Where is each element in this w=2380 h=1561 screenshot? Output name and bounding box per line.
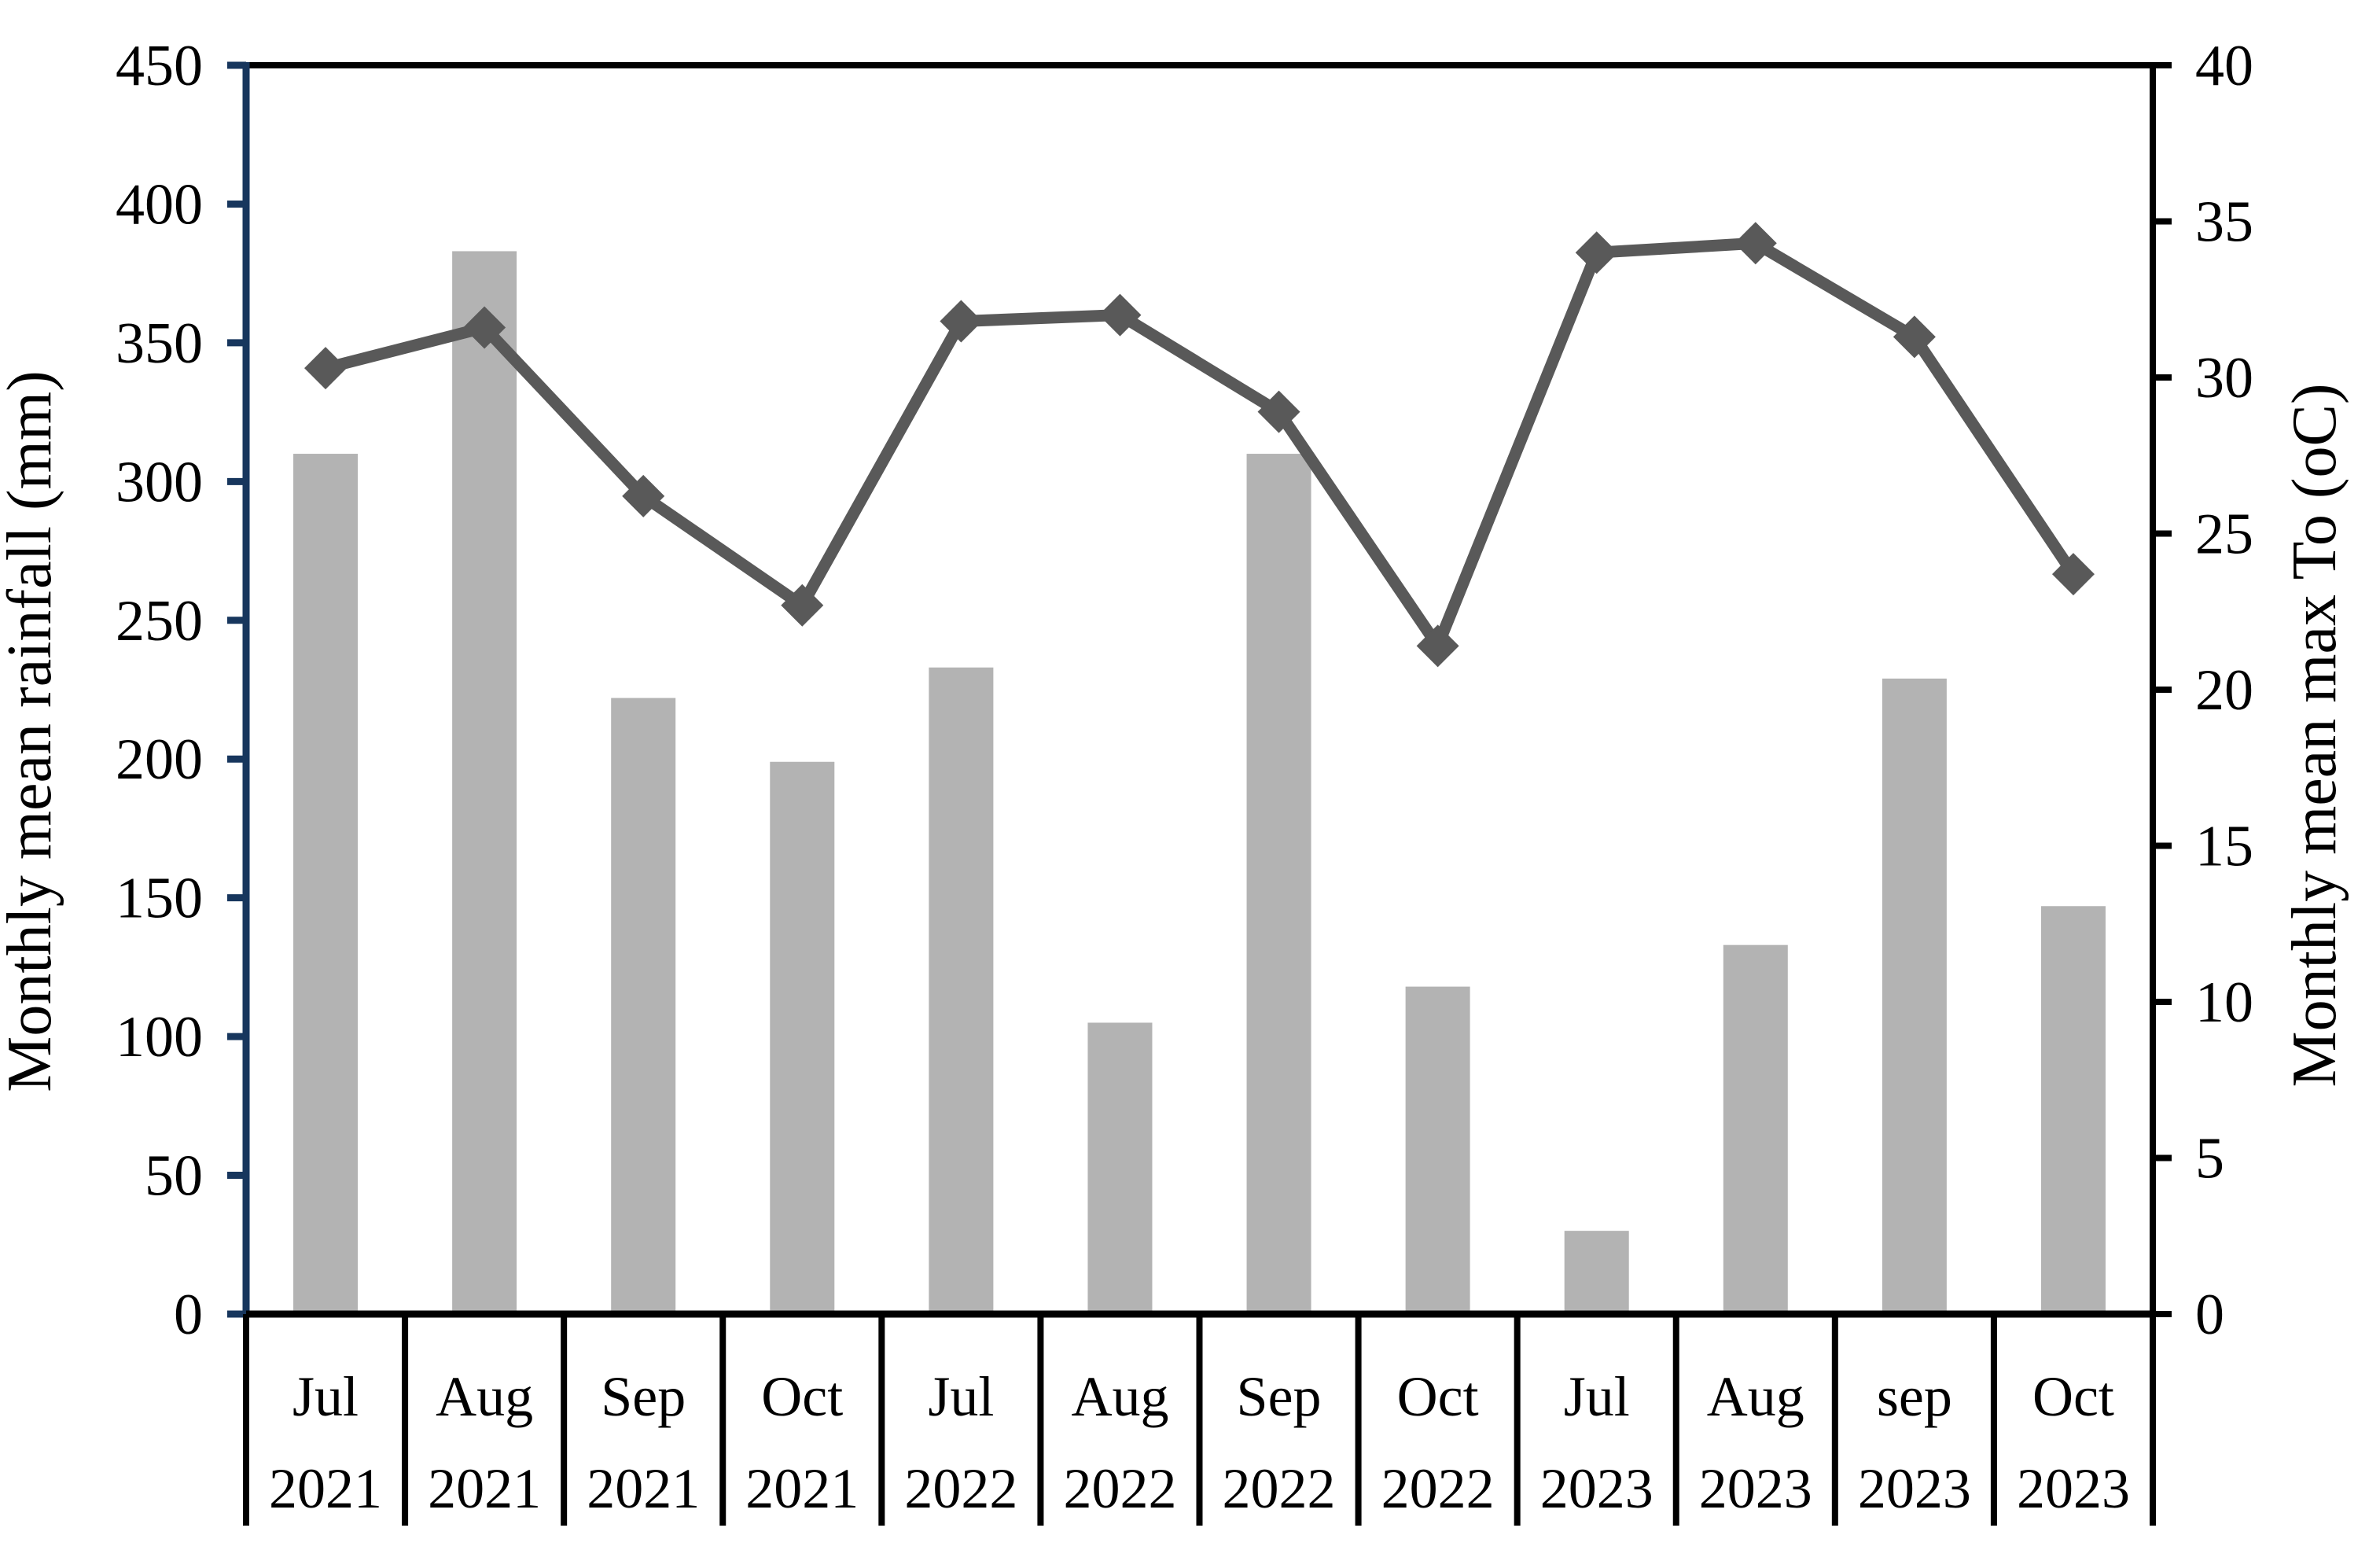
right-tick-label: 10 [2195, 970, 2253, 1035]
right-tick-label: 20 [2195, 658, 2253, 723]
tick-labels-group: 0 50 100 150 200 250 300 350 400 450 0 5 10 15 20 25 30 3… [116, 34, 2253, 1347]
right-tick-label: 30 [2195, 346, 2253, 410]
bar-Aug-2022 [1087, 1022, 1153, 1314]
right-tick-label: 0 [2195, 1283, 2224, 1347]
category-year-label: 2023 [1858, 1457, 1971, 1520]
temperature-line [319, 237, 2080, 652]
category-year-label: 2021 [745, 1457, 859, 1520]
left-tick-label: 200 [116, 727, 203, 792]
right-tick-label: 40 [2195, 34, 2253, 98]
category-year-label: 2023 [1699, 1457, 1812, 1520]
bar-Oct-2021 [770, 761, 835, 1314]
category-year-label: 2021 [587, 1457, 700, 1520]
category-year-label: 2023 [2017, 1457, 2130, 1520]
category-month-label: sep [1877, 1365, 1952, 1428]
marker-Aug-2022 [1098, 293, 1142, 337]
right-tick-label: 35 [2195, 190, 2253, 255]
category-year-label: 2021 [269, 1457, 382, 1520]
category-month-label: Jul [1564, 1365, 1630, 1428]
category-month-label: Oct [2032, 1365, 2114, 1428]
marker-Oct-2021 [781, 584, 824, 627]
left-tick-label: 350 [116, 311, 203, 376]
right-tick-label: 15 [2195, 815, 2253, 879]
category-year-label: 2022 [1223, 1457, 1336, 1520]
category-year-label: 2022 [904, 1457, 1017, 1520]
left-tick-label: 250 [116, 589, 203, 653]
category-month-label: Oct [761, 1365, 843, 1428]
category-month-label: Oct [1397, 1365, 1479, 1428]
bar-Oct-2022 [1405, 986, 1470, 1314]
marker-Jul-2022 [940, 300, 983, 343]
temperature-line-group [304, 222, 2095, 668]
bar-sep-2023 [1882, 678, 1947, 1314]
bar-Jul-2023 [1564, 1231, 1629, 1314]
marker-Oct-2023 [2051, 553, 2095, 596]
right-tick-label: 5 [2195, 1127, 2224, 1191]
marker-Aug-2023 [1734, 222, 1777, 265]
left-tick-label: 400 [116, 172, 203, 237]
left-tick-label: 50 [145, 1144, 203, 1209]
bar-Aug-2023 [1723, 944, 1788, 1314]
category-year-label: 2023 [1540, 1457, 1653, 1520]
bar-Jul-2022 [929, 667, 994, 1314]
category-year-label: 2021 [428, 1457, 541, 1520]
left-tick-label: 150 [116, 867, 203, 931]
category-month-label: Jul [928, 1365, 994, 1428]
marker-sep-2023 [1893, 315, 1936, 359]
marker-Oct-2022 [1416, 624, 1459, 668]
marker-Aug-2021 [463, 306, 506, 349]
category-year-label: 2022 [1063, 1457, 1176, 1520]
bar-Jul-2021 [293, 454, 359, 1314]
bar-Sep-2022 [1246, 454, 1311, 1314]
category-month-label: Jul [292, 1365, 359, 1428]
category-month-label: Sep [1237, 1365, 1322, 1428]
category-month-label: Sep [601, 1365, 686, 1428]
category-year-label: 2022 [1381, 1457, 1495, 1520]
right-axis-title: Monthly mean max To (oC) [2280, 383, 2349, 1087]
marker-Sep-2022 [1257, 390, 1300, 433]
left-axis-title: Monthly mean rainfall (mm) [0, 370, 64, 1092]
marker-Jul-2023 [1575, 231, 1618, 274]
bar-Sep-2021 [611, 698, 676, 1314]
left-tick-label: 450 [116, 34, 203, 98]
left-tick-label: 300 [116, 450, 203, 514]
category-table-group: Jul 2021 Aug 2021 Sep 2021 Oct 2021 Jul 2022 Aug 20… [243, 1314, 2156, 1526]
category-month-label: Aug [1071, 1365, 1168, 1428]
marker-Sep-2021 [622, 474, 665, 517]
bar-Oct-2023 [2040, 906, 2106, 1314]
left-tick-label: 0 [174, 1283, 203, 1347]
category-month-label: Aug [436, 1365, 533, 1428]
rainfall-bars-group [293, 251, 2106, 1314]
plot-area [246, 65, 2153, 1314]
left-tick-label: 100 [116, 1005, 203, 1070]
marker-Jul-2021 [304, 347, 348, 390]
category-month-label: Aug [1707, 1365, 1804, 1428]
bar-Aug-2021 [452, 251, 517, 1314]
right-tick-label: 25 [2195, 503, 2253, 567]
